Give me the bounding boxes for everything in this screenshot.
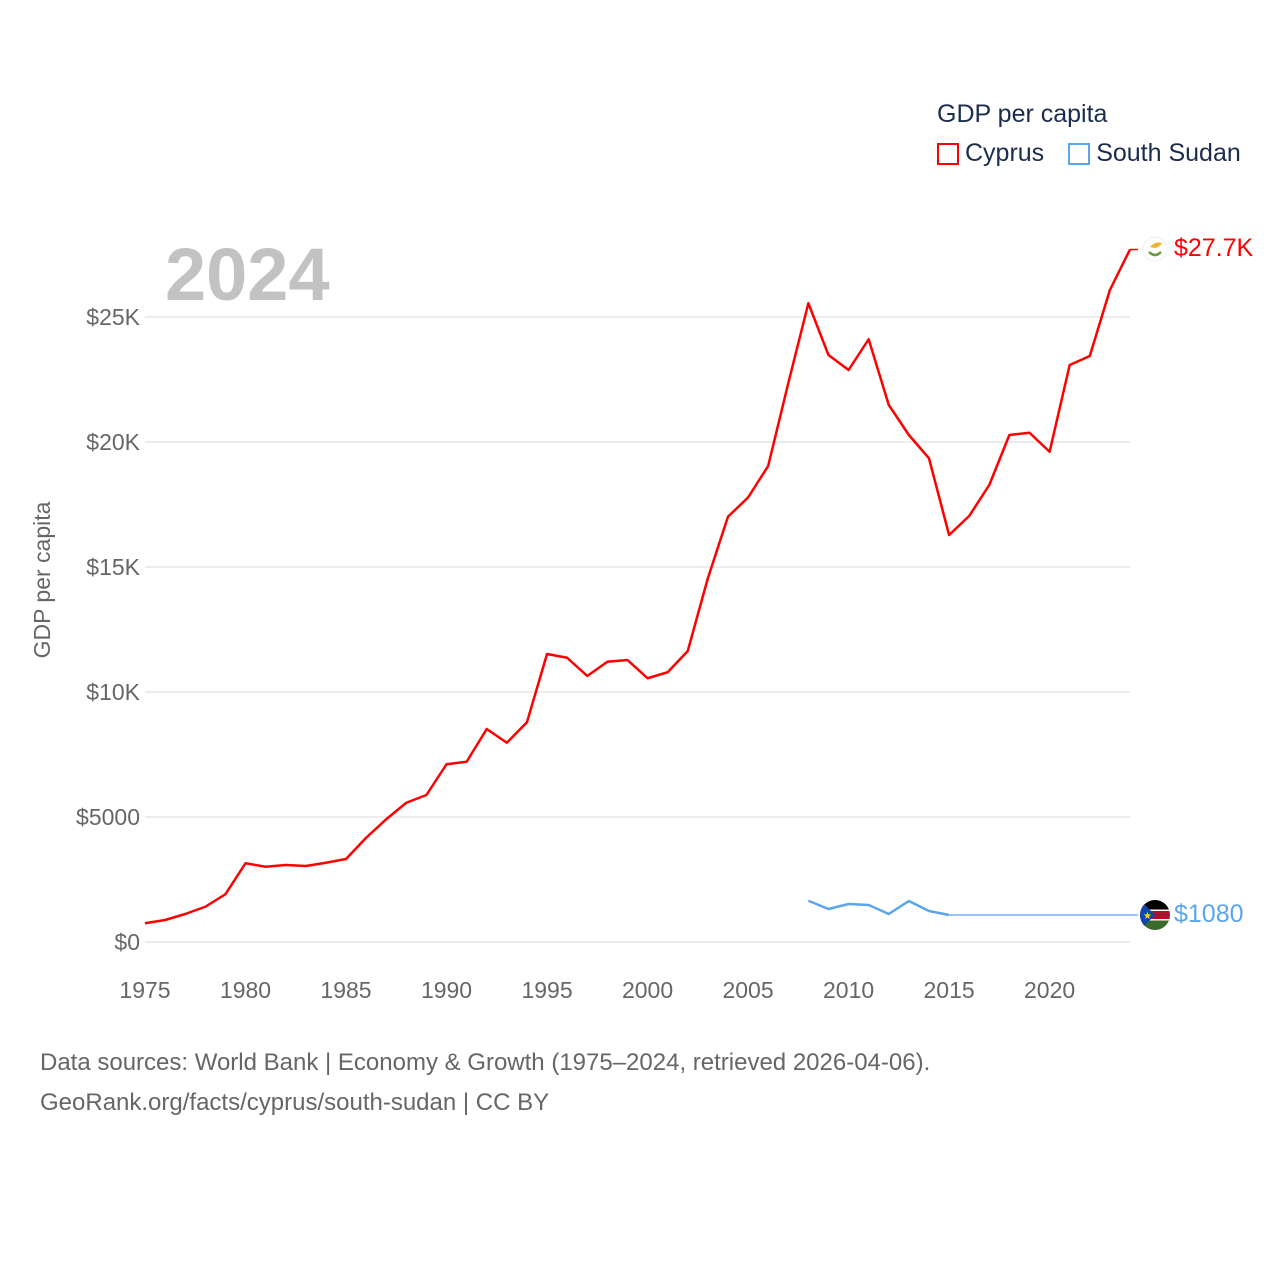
- y-tick-label: $10K: [86, 679, 140, 705]
- legend-title: GDP per capita: [937, 100, 1108, 128]
- legend-label-south-sudan: South Sudan: [1096, 139, 1241, 167]
- x-tick-label: 2005: [722, 977, 773, 1003]
- series-lines: [144, 248, 1138, 925]
- x-tick-label: 1985: [320, 977, 371, 1003]
- x-tick-label: 2015: [923, 977, 974, 1003]
- y-tick-label: $5000: [76, 804, 140, 830]
- south-sudan-end-label: $1080: [1174, 900, 1244, 928]
- y-tick-label: $0: [114, 929, 140, 955]
- footer: Data sources: World Bank | Economy & Gro…: [40, 1043, 930, 1123]
- attribution-link[interactable]: GeoRank.org/facts/cyprus/south-sudan | C…: [40, 1089, 550, 1116]
- gridlines: [145, 316, 1130, 943]
- series-line-cyprus: [144, 248, 1132, 925]
- x-tick-label: 2010: [823, 977, 874, 1003]
- x-tick-label: 1990: [421, 977, 472, 1003]
- x-tick-label: 1980: [220, 977, 271, 1003]
- south-sudan-flag-icon: ★: [1140, 900, 1170, 930]
- x-tick-label: 1975: [119, 977, 170, 1003]
- y-tick-label: $25K: [86, 304, 140, 330]
- south-sudan-swatch-icon: [1068, 142, 1091, 165]
- y-tick-label: $20K: [86, 429, 140, 455]
- y-tick-label: $15K: [86, 554, 140, 580]
- legend-item-cyprus[interactable]: Cyprus: [937, 139, 1044, 168]
- data-sources: Data sources: World Bank | Economy & Gro…: [40, 1049, 931, 1076]
- legend-label-cyprus: Cyprus: [965, 139, 1045, 167]
- legend: GDP per capita Cyprus South Sudan: [937, 100, 1259, 168]
- year-watermark: 2024: [165, 233, 330, 316]
- svg-text:★: ★: [1143, 911, 1152, 922]
- x-tick-label: 2000: [622, 977, 673, 1003]
- x-tick-label: 1995: [521, 977, 572, 1003]
- end-labels: $27.7K ★ $1080: [1140, 234, 1254, 930]
- cyprus-end-label: $27.7K: [1174, 234, 1254, 262]
- legend-item-south-sudan[interactable]: South Sudan: [1068, 139, 1241, 168]
- cyprus-flag-icon: [1142, 236, 1168, 262]
- series-line-south-sudan: [807, 899, 950, 917]
- y-axis-title: GDP per capita: [29, 501, 55, 658]
- cyprus-swatch-icon: [937, 142, 959, 165]
- x-axis-ticks: 1975 1980 1985 1990 1995 2000 2005 2010 2015 2020: [119, 977, 1075, 1003]
- y-axis-ticks: $0 $5000 $10K $15K $20K $25K: [76, 304, 141, 955]
- x-tick-label: 2020: [1024, 977, 1075, 1003]
